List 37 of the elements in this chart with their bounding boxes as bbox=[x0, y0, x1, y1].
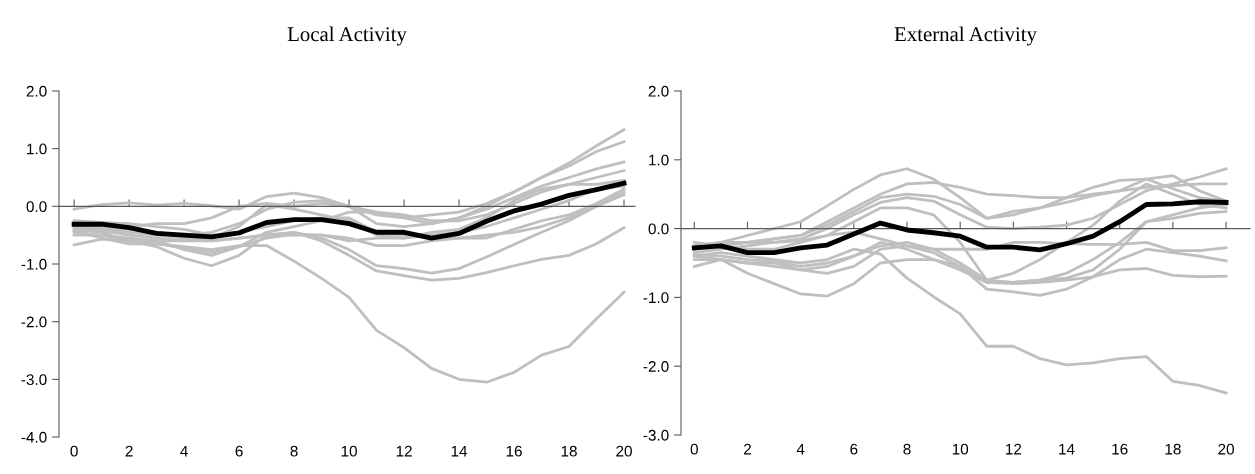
x-tick-label: 14 bbox=[451, 445, 468, 457]
y-tick-label: 0.0 bbox=[648, 223, 669, 235]
y-tick-label: 2.0 bbox=[26, 85, 47, 97]
x-tick-label: 20 bbox=[616, 445, 632, 457]
x-tick-label: 10 bbox=[341, 445, 357, 457]
chart-title: Local Activity bbox=[287, 26, 407, 46]
x-tick-label: 4 bbox=[796, 443, 805, 455]
x-tick-label: 10 bbox=[952, 443, 969, 455]
x-tick-label: 6 bbox=[235, 445, 243, 457]
x-tick-label: 2 bbox=[125, 445, 133, 457]
x-tick-label: 8 bbox=[903, 443, 911, 455]
x-tick-label: 4 bbox=[180, 445, 188, 457]
y-tick-label: -2.0 bbox=[643, 361, 669, 372]
x-tick-label: 16 bbox=[506, 445, 522, 457]
x-tick-label: 6 bbox=[850, 443, 858, 455]
y-tick-label: 2.0 bbox=[648, 85, 669, 97]
x-tick-label: 18 bbox=[1165, 443, 1181, 455]
x-tick-label: 14 bbox=[1059, 443, 1075, 455]
y-tick-label: -1.0 bbox=[21, 258, 47, 270]
x-tick-label: 20 bbox=[1218, 443, 1234, 455]
chart-title: External Activity bbox=[894, 26, 1037, 46]
y-tick-label: 0.0 bbox=[26, 201, 47, 213]
x-tick-label: 12 bbox=[1006, 443, 1022, 455]
y-tick-label: 1.0 bbox=[649, 154, 669, 166]
y-tick-label: 1.0 bbox=[27, 143, 47, 155]
y-tick-label: -3.0 bbox=[21, 374, 47, 386]
x-tick-label: 8 bbox=[290, 445, 298, 457]
y-tick-label: -2.0 bbox=[21, 316, 47, 328]
x-tick-label: 12 bbox=[396, 445, 412, 457]
x-tick-label: 18 bbox=[561, 445, 577, 457]
y-tick-label: -1.0 bbox=[643, 292, 669, 304]
x-tick-label: 16 bbox=[1112, 443, 1128, 455]
y-tick-label: -4.0 bbox=[21, 431, 47, 443]
x-tick-label: 0 bbox=[70, 445, 78, 457]
x-tick-label: 2 bbox=[743, 443, 751, 455]
x-tick-label: 0 bbox=[690, 443, 698, 455]
y-tick-label: -3.0 bbox=[643, 429, 669, 441]
